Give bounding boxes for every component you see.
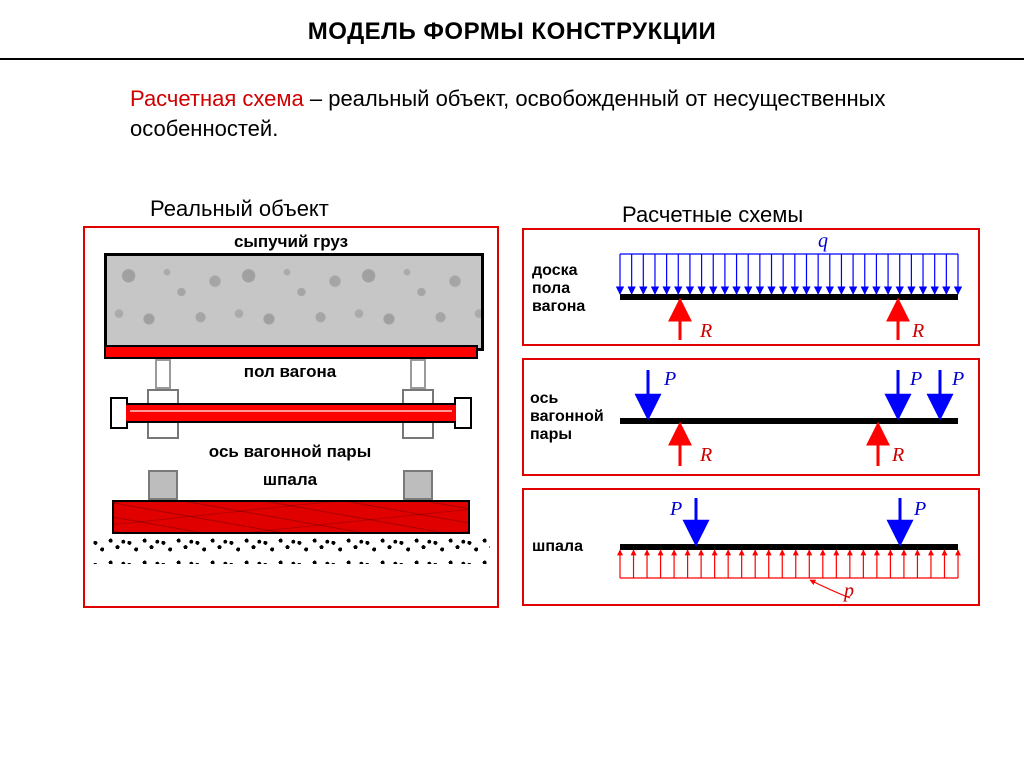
page-title: МОДЕЛЬ ФОРМЫ КОНСТРУКЦИИ [0,18,1024,46]
gravel [92,534,490,564]
sym-P2b: P [910,368,922,391]
axle-tube [126,403,456,423]
sym-P2a: P [664,368,676,391]
sym-R2b: R [892,444,904,467]
beam-sleeper [620,544,958,550]
sleeper-grain [114,502,468,532]
sym-R1a: R [700,320,712,343]
stand-left [155,359,171,389]
beam-floor [620,294,958,300]
cargo-box [104,253,484,351]
scheme-floor-label: доска пола вагона [532,262,585,316]
stand-right [410,359,426,389]
sym-P2c: P [952,368,964,391]
wagon-floor [104,345,478,359]
rail-clip-right [403,470,433,500]
rail-clip-left [148,470,178,500]
beam-axle [620,418,958,424]
definition-term: Расчетная схема [130,86,304,111]
scheme-axle-label: ось вагонной пары [530,390,604,444]
page: МОДЕЛЬ ФОРМЫ КОНСТРУКЦИИ Расчетная схема… [0,0,1024,767]
axle-highlight [130,410,452,412]
label-axle: ось вагонной пары [170,442,410,462]
left-header: Реальный объект [150,196,329,222]
right-header: Расчетные схемы [622,202,803,228]
definition-text: Расчетная схема – реальный объект, освоб… [130,84,910,144]
sym-P3a: P [670,498,682,521]
axle-end-right [454,397,472,429]
definition-dash: – [304,86,328,111]
sym-R2a: R [700,444,712,467]
scheme-sleeper-label: шпала [532,538,583,556]
sym-P3b: P [914,498,926,521]
sym-q: q [818,230,828,253]
sym-p3: p [844,580,854,603]
cargo-texture [107,256,481,348]
title-divider [0,58,1024,60]
sleeper-beam [112,500,470,534]
label-floor: пол вагона [210,362,370,382]
label-cargo: сыпучий груз [85,232,497,252]
sym-R1b: R [912,320,924,343]
label-sleeper: шпала [230,470,350,490]
